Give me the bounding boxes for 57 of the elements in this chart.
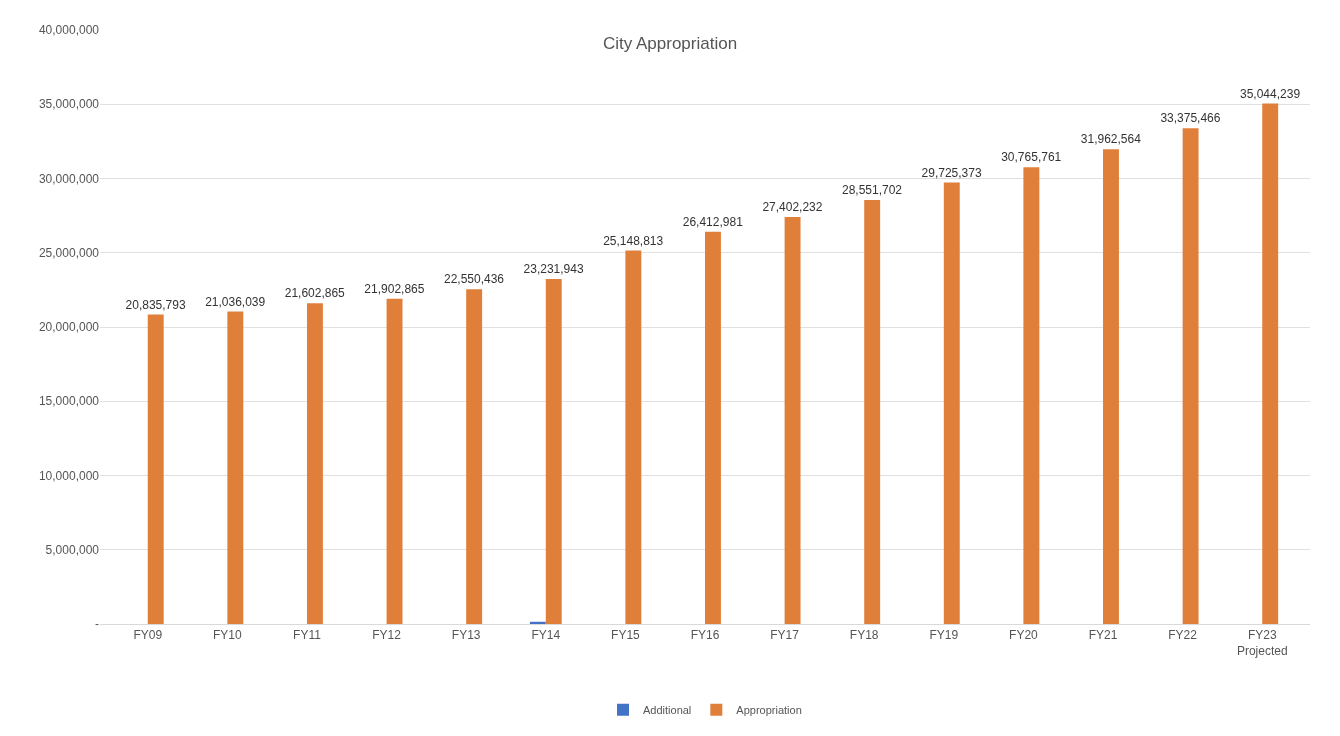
x-tick-label: FY21 — [1088, 628, 1118, 643]
bar — [227, 311, 244, 624]
data-label: 33,375,466 — [1160, 111, 1221, 126]
bar — [943, 182, 960, 624]
bar — [306, 303, 323, 624]
x-tick-label: FY18 — [849, 628, 879, 643]
x-tick-label: FY17 — [770, 628, 800, 643]
x-tick-label: FY19 — [929, 628, 959, 643]
y-tick-label: - — [95, 617, 99, 632]
bar — [466, 289, 483, 624]
x-tick-label: FY20 — [1009, 628, 1039, 643]
y-tick-label: 35,000,000 — [38, 97, 100, 112]
y-tick-label: 5,000,000 — [45, 542, 100, 557]
data-label: 31,962,564 — [1080, 132, 1142, 147]
data-label: 35,044,239 — [1240, 86, 1301, 101]
data-label: 28,551,702 — [841, 183, 903, 198]
x-tick-label: FY11 — [293, 628, 322, 643]
data-label: 22,550,436 — [443, 272, 505, 287]
x-tick-label: FY14 — [531, 628, 561, 643]
data-label: 29,725,373 — [921, 165, 982, 180]
legend-label: Additional — [643, 704, 692, 717]
y-tick-label: 30,000,000 — [38, 171, 100, 186]
data-label: 25,148,813 — [603, 233, 664, 248]
legend-label: Appropriation — [736, 704, 802, 717]
bar — [1182, 128, 1199, 624]
bar — [147, 314, 164, 624]
bar — [864, 200, 881, 624]
y-tick-label: 10,000,000 — [38, 468, 100, 483]
x-tick-label: FY12 — [372, 628, 402, 643]
x-tick-label: FY10 — [213, 628, 243, 643]
bar — [1262, 103, 1279, 624]
data-label: 20,835,793 — [125, 297, 186, 312]
data-label: 21,602,865 — [284, 286, 346, 301]
x-tick-label: FY15 — [611, 628, 641, 643]
bar — [1103, 149, 1119, 624]
y-tick-label: 25,000,000 — [38, 245, 100, 260]
data-label: 23,231,943 — [523, 262, 584, 277]
x-tick-label: FY22 — [1168, 628, 1198, 643]
data-label: 30,765,761 — [1001, 150, 1062, 165]
bar — [625, 250, 642, 624]
data-label: 21,902,865 — [364, 281, 425, 296]
bar — [1023, 167, 1040, 624]
x-tick-label: FY09 — [133, 628, 163, 643]
chart-title: City Appropriation — [602, 33, 738, 53]
x-tick-label: FY23 Projected — [1236, 628, 1288, 658]
x-tick-label: FY16 — [690, 628, 720, 643]
y-tick-label: 20,000,000 — [38, 320, 100, 335]
bar — [705, 231, 721, 624]
x-tick-label: FY13 — [451, 628, 481, 643]
y-tick-label: 15,000,000 — [38, 394, 100, 409]
data-label: 27,402,232 — [762, 200, 823, 215]
bar — [386, 298, 403, 624]
y-tick-label: 40,000,000 — [38, 23, 100, 38]
data-label: 26,412,981 — [682, 214, 744, 229]
bar — [545, 279, 562, 624]
bar — [784, 217, 801, 624]
data-label: 21,036,039 — [205, 294, 266, 309]
